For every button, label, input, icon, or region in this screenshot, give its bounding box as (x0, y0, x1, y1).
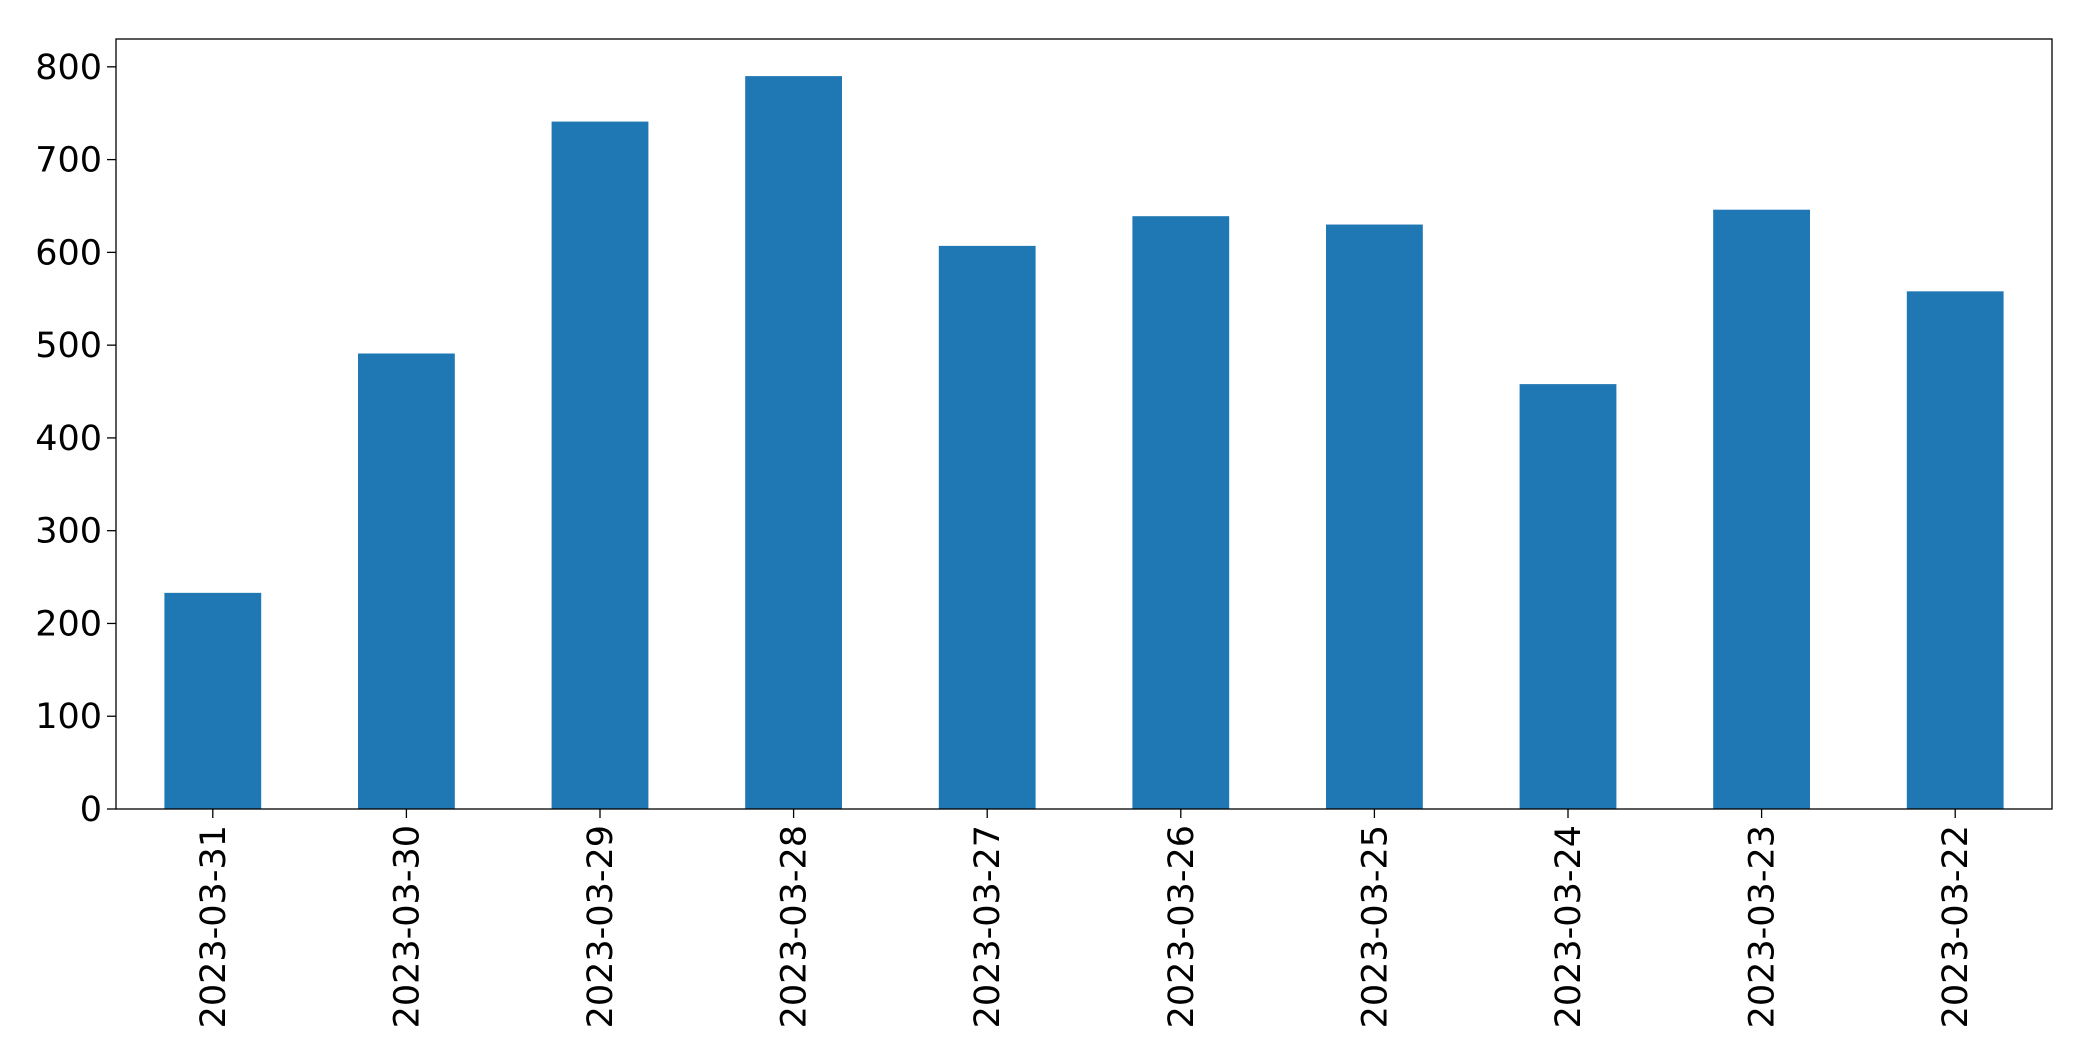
y-tick-label: 700 (35, 141, 102, 181)
x-tick-label: 2023-03-23 (1743, 825, 1783, 1028)
x-tick-label: 2023-03-29 (581, 825, 621, 1028)
x-tick-label: 2023-03-22 (1936, 825, 1976, 1028)
bar (1906, 291, 2004, 809)
x-tick-label: 2023-03-25 (1355, 825, 1395, 1028)
bar (358, 353, 455, 809)
y-tick-label: 500 (35, 326, 102, 366)
x-tick-label: 2023-03-28 (775, 825, 815, 1028)
bar (551, 121, 649, 809)
bar (164, 592, 262, 809)
bar (1326, 224, 1423, 809)
x-tick-label: 2023-03-27 (968, 825, 1008, 1028)
bar (1713, 209, 1810, 809)
bar (938, 245, 1036, 809)
plot-frame (115, 38, 2053, 810)
y-tick-label: 600 (35, 233, 102, 273)
y-tick-label: 800 (35, 48, 102, 88)
y-tick-label: 200 (35, 604, 102, 644)
y-tick-label: 0 (80, 790, 102, 830)
bar (745, 76, 842, 809)
x-tick-label: 2023-03-31 (194, 825, 234, 1028)
y-tick-label: 100 (35, 697, 102, 737)
x-tick-label: 2023-03-30 (387, 825, 427, 1028)
y-tick-label: 300 (35, 512, 102, 552)
bar (1132, 216, 1230, 810)
x-tick-label: 2023-03-24 (1549, 825, 1589, 1028)
y-tick-label: 400 (35, 419, 102, 459)
x-tick-label: 2023-03-26 (1162, 825, 1202, 1028)
bar (1519, 384, 1617, 809)
